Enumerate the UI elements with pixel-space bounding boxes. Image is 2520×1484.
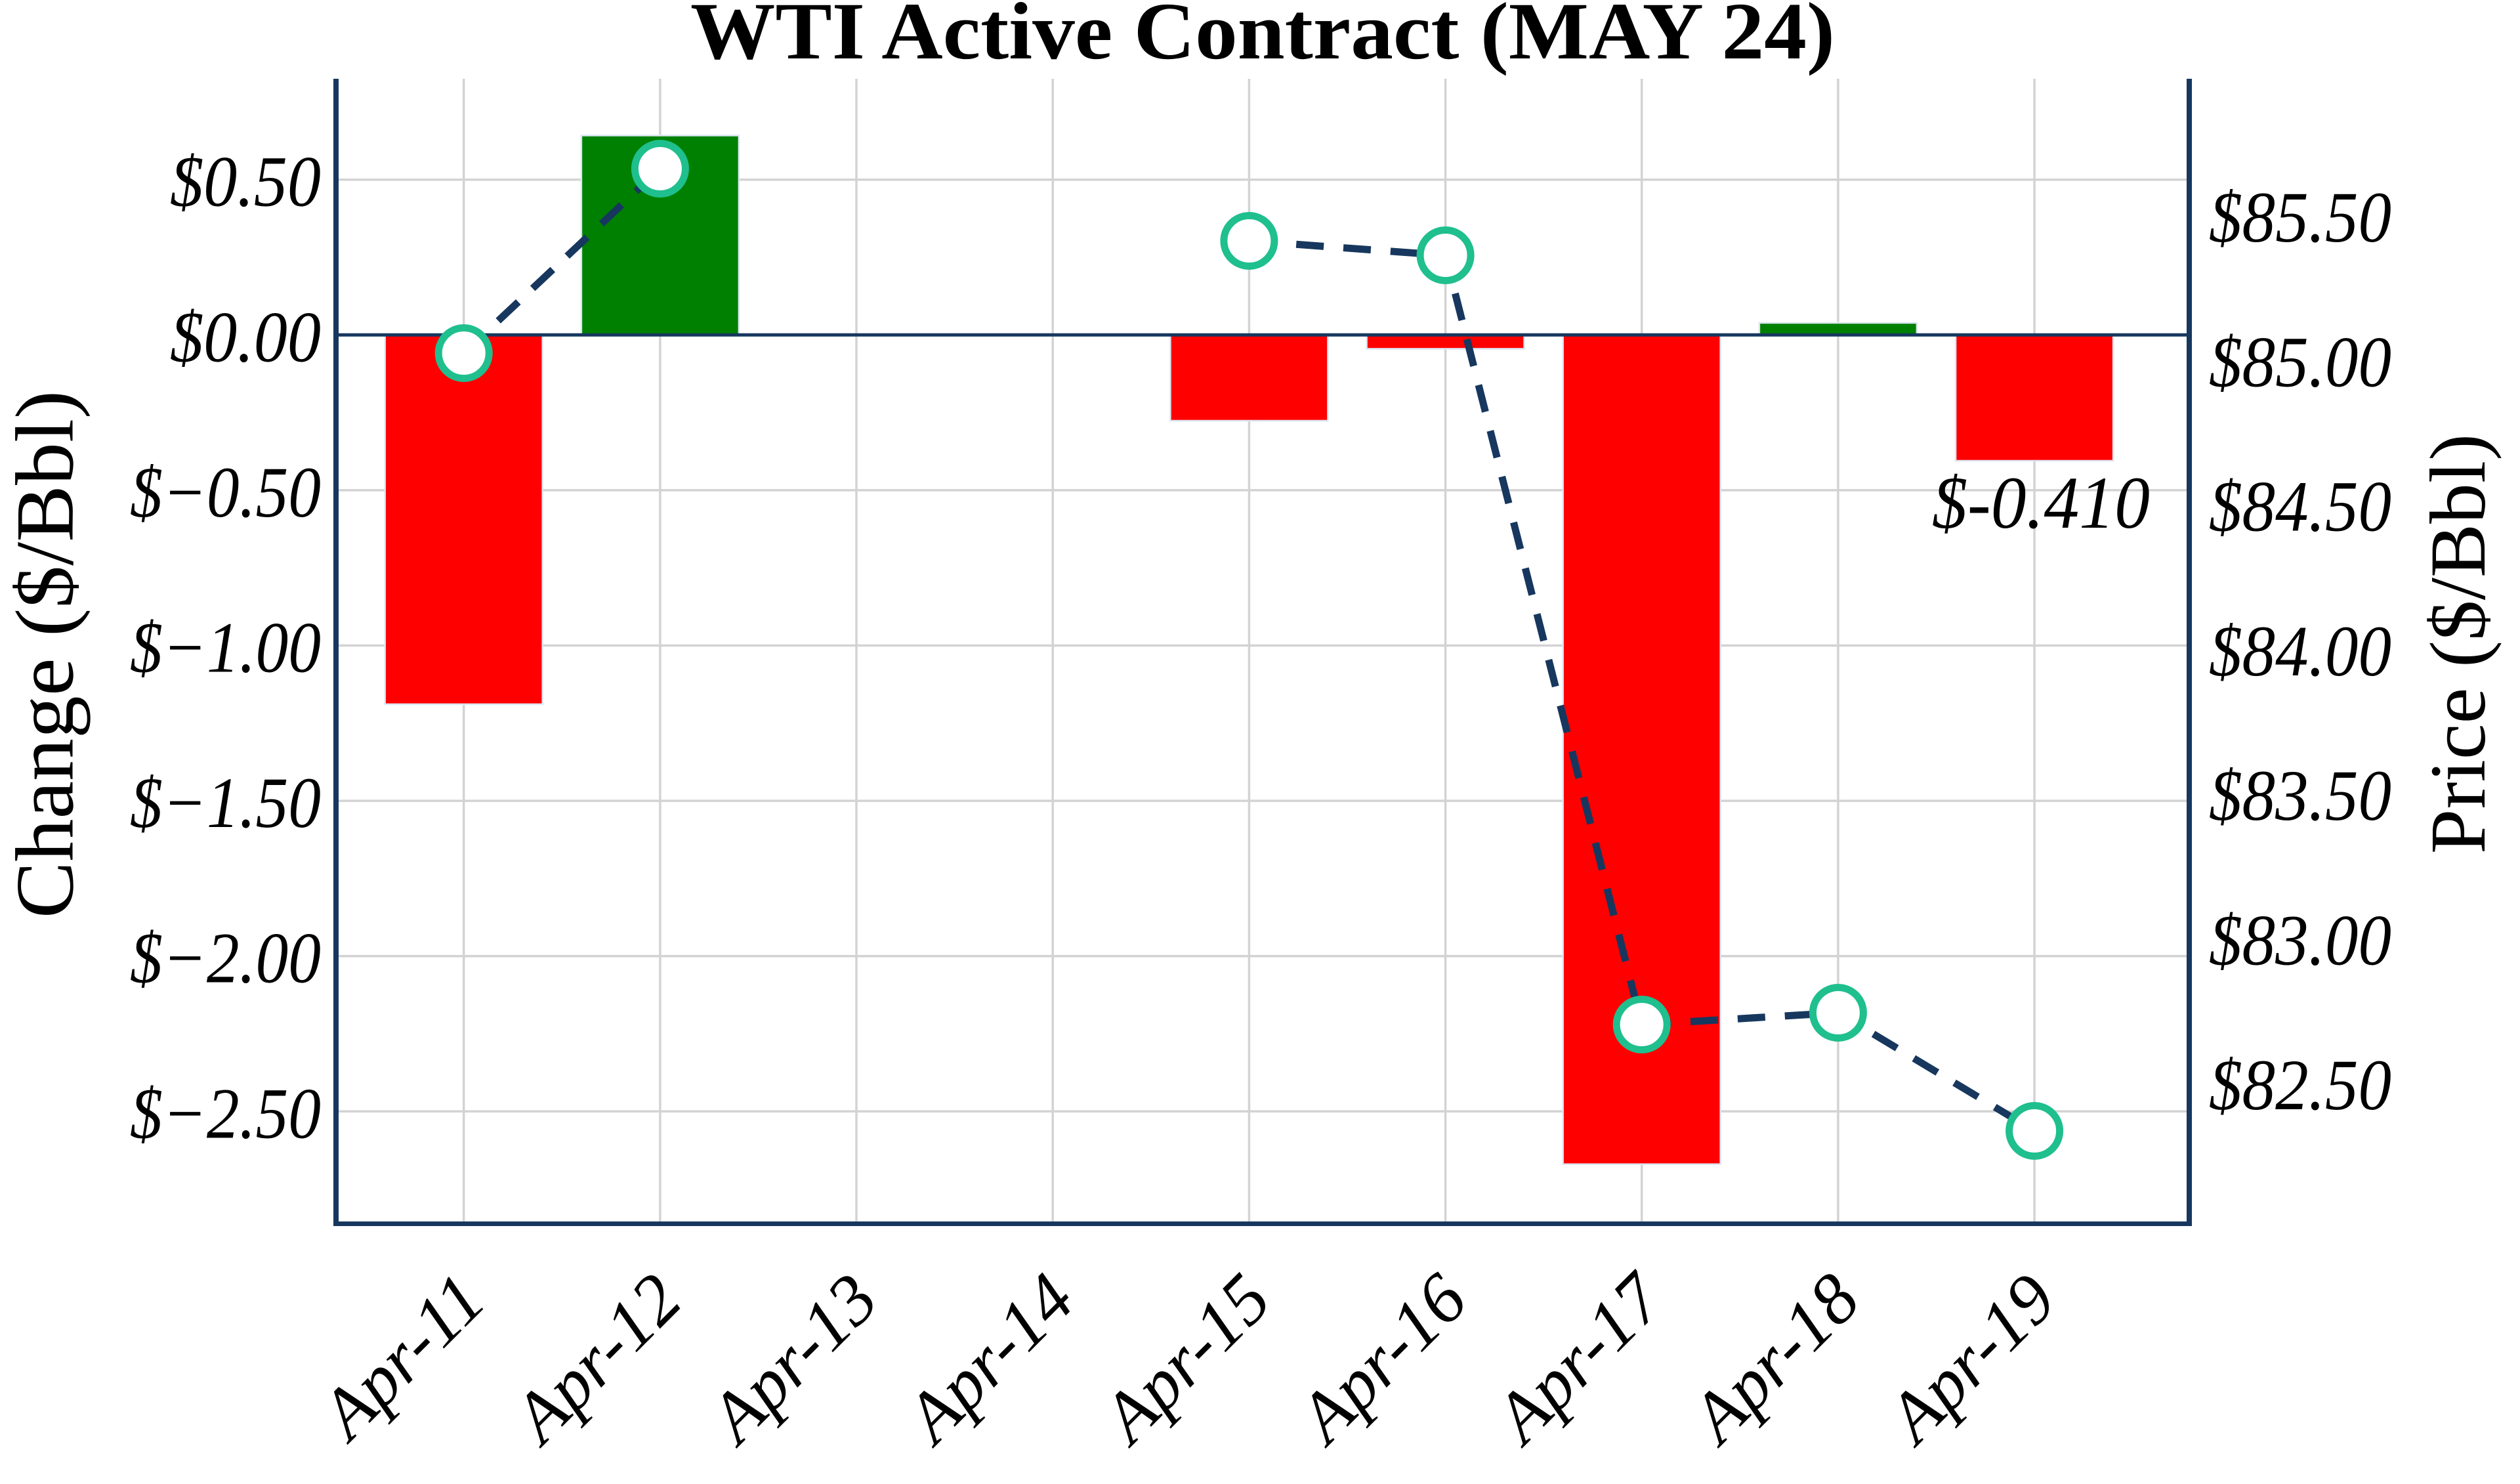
svg-text:WTI Active Contract (MAY 24): WTI Active Contract (MAY 24) bbox=[690, 0, 1835, 76]
svg-text:Change ($/Bbl): Change ($/Bbl) bbox=[0, 391, 91, 918]
svg-text:$82.50: $82.50 bbox=[2209, 1045, 2391, 1125]
svg-text:$85.50: $85.50 bbox=[2209, 177, 2391, 257]
svg-text:Price ($/Bbl): Price ($/Bbl) bbox=[2414, 434, 2502, 854]
svg-text:$84.00: $84.00 bbox=[2209, 611, 2391, 691]
svg-text:$−1.00: $−1.00 bbox=[130, 608, 321, 688]
svg-text:$-0.410: $-0.410 bbox=[1932, 462, 2150, 544]
svg-text:$83.50: $83.50 bbox=[2209, 755, 2391, 836]
svg-text:$−2.00: $−2.00 bbox=[130, 918, 321, 998]
svg-text:$83.00: $83.00 bbox=[2209, 901, 2391, 981]
svg-text:$−1.50: $−1.50 bbox=[130, 763, 321, 843]
svg-text:$−2.50: $−2.50 bbox=[130, 1073, 321, 1153]
svg-text:$84.50: $84.50 bbox=[2209, 467, 2391, 547]
svg-text:$0.50: $0.50 bbox=[170, 142, 321, 222]
svg-text:$0.00: $0.00 bbox=[170, 297, 321, 377]
svg-text:$85.00: $85.00 bbox=[2209, 322, 2391, 402]
svg-text:$−0.50: $−0.50 bbox=[130, 452, 321, 532]
